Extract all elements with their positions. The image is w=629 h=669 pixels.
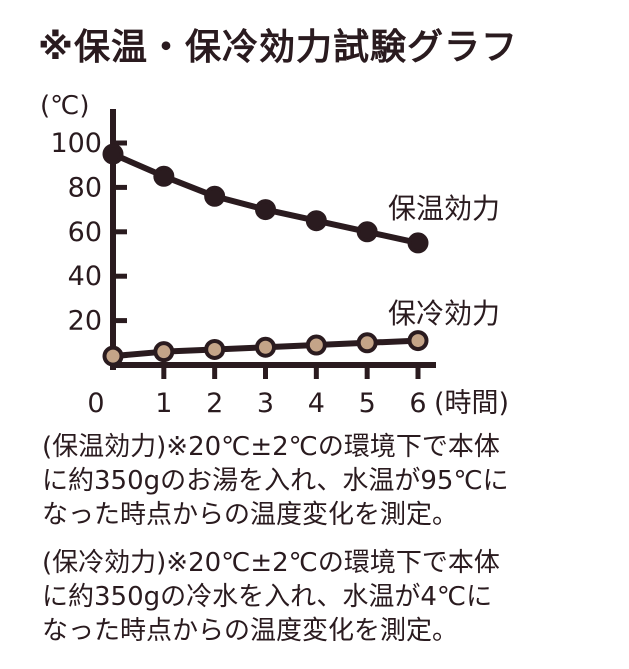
data-point xyxy=(305,210,327,232)
series-layer xyxy=(102,143,429,367)
data-point xyxy=(255,199,276,221)
data-point xyxy=(407,232,429,254)
y-tick-label: 100 xyxy=(50,128,102,159)
chart-title: ※保温・保冷効力試験グラフ xyxy=(38,27,518,68)
y-tick-label: 80 xyxy=(68,172,102,203)
note-line: なった時点からの温度変化を測定。 xyxy=(42,616,459,646)
y-unit-label: (℃) xyxy=(40,91,90,121)
data-point xyxy=(204,338,226,360)
y-tick-label: 40 xyxy=(68,261,102,292)
x-tick-label: 0 xyxy=(87,388,104,419)
data-point xyxy=(407,330,429,352)
note-line: に約350gのお湯を入れ、水温が95℃に xyxy=(42,466,509,496)
data-point xyxy=(102,345,124,367)
data-point xyxy=(153,165,175,187)
data-point xyxy=(255,336,276,358)
note-cold-retention: (保冷効力)※20℃±2℃の環境下で本体 に約350gの冷水を入れ、水温が4℃に… xyxy=(42,546,622,648)
data-point xyxy=(356,332,378,354)
series-label: 保冷効力 xyxy=(388,297,500,330)
note-line: (保温効力)※20℃±2℃の環境下で本体 xyxy=(42,432,500,462)
data-point xyxy=(305,334,327,356)
y-tick-label: 60 xyxy=(68,217,102,248)
note-line: に約350gの冷水を入れ、水温が4℃に xyxy=(42,582,493,612)
x-tick-label: 6 xyxy=(409,388,426,419)
data-point xyxy=(356,221,378,243)
data-point xyxy=(102,143,124,165)
x-tick-label: 1 xyxy=(155,388,172,419)
test-notes: (保温効力)※20℃±2℃の環境下で本体 に約350gのお湯を入れ、水温が95℃… xyxy=(42,430,622,662)
x-tick-label: 4 xyxy=(308,388,325,419)
x-tick-label: 5 xyxy=(359,388,376,419)
note-line: (保冷効力)※20℃±2℃の環境下で本体 xyxy=(42,548,500,578)
x-tick-label: 3 xyxy=(257,388,274,419)
data-point xyxy=(153,341,175,363)
series-label: 保温効力 xyxy=(388,192,500,225)
note-line: なった時点からの温度変化を測定。 xyxy=(42,500,459,530)
y-tick-label: 20 xyxy=(68,306,102,337)
x-tick-label: 2 xyxy=(206,388,223,419)
note-heat-retention: (保温効力)※20℃±2℃の環境下で本体 に約350gのお湯を入れ、水温が95℃… xyxy=(42,430,622,532)
data-point xyxy=(204,185,226,207)
x-unit-label: (時間) xyxy=(434,388,509,419)
